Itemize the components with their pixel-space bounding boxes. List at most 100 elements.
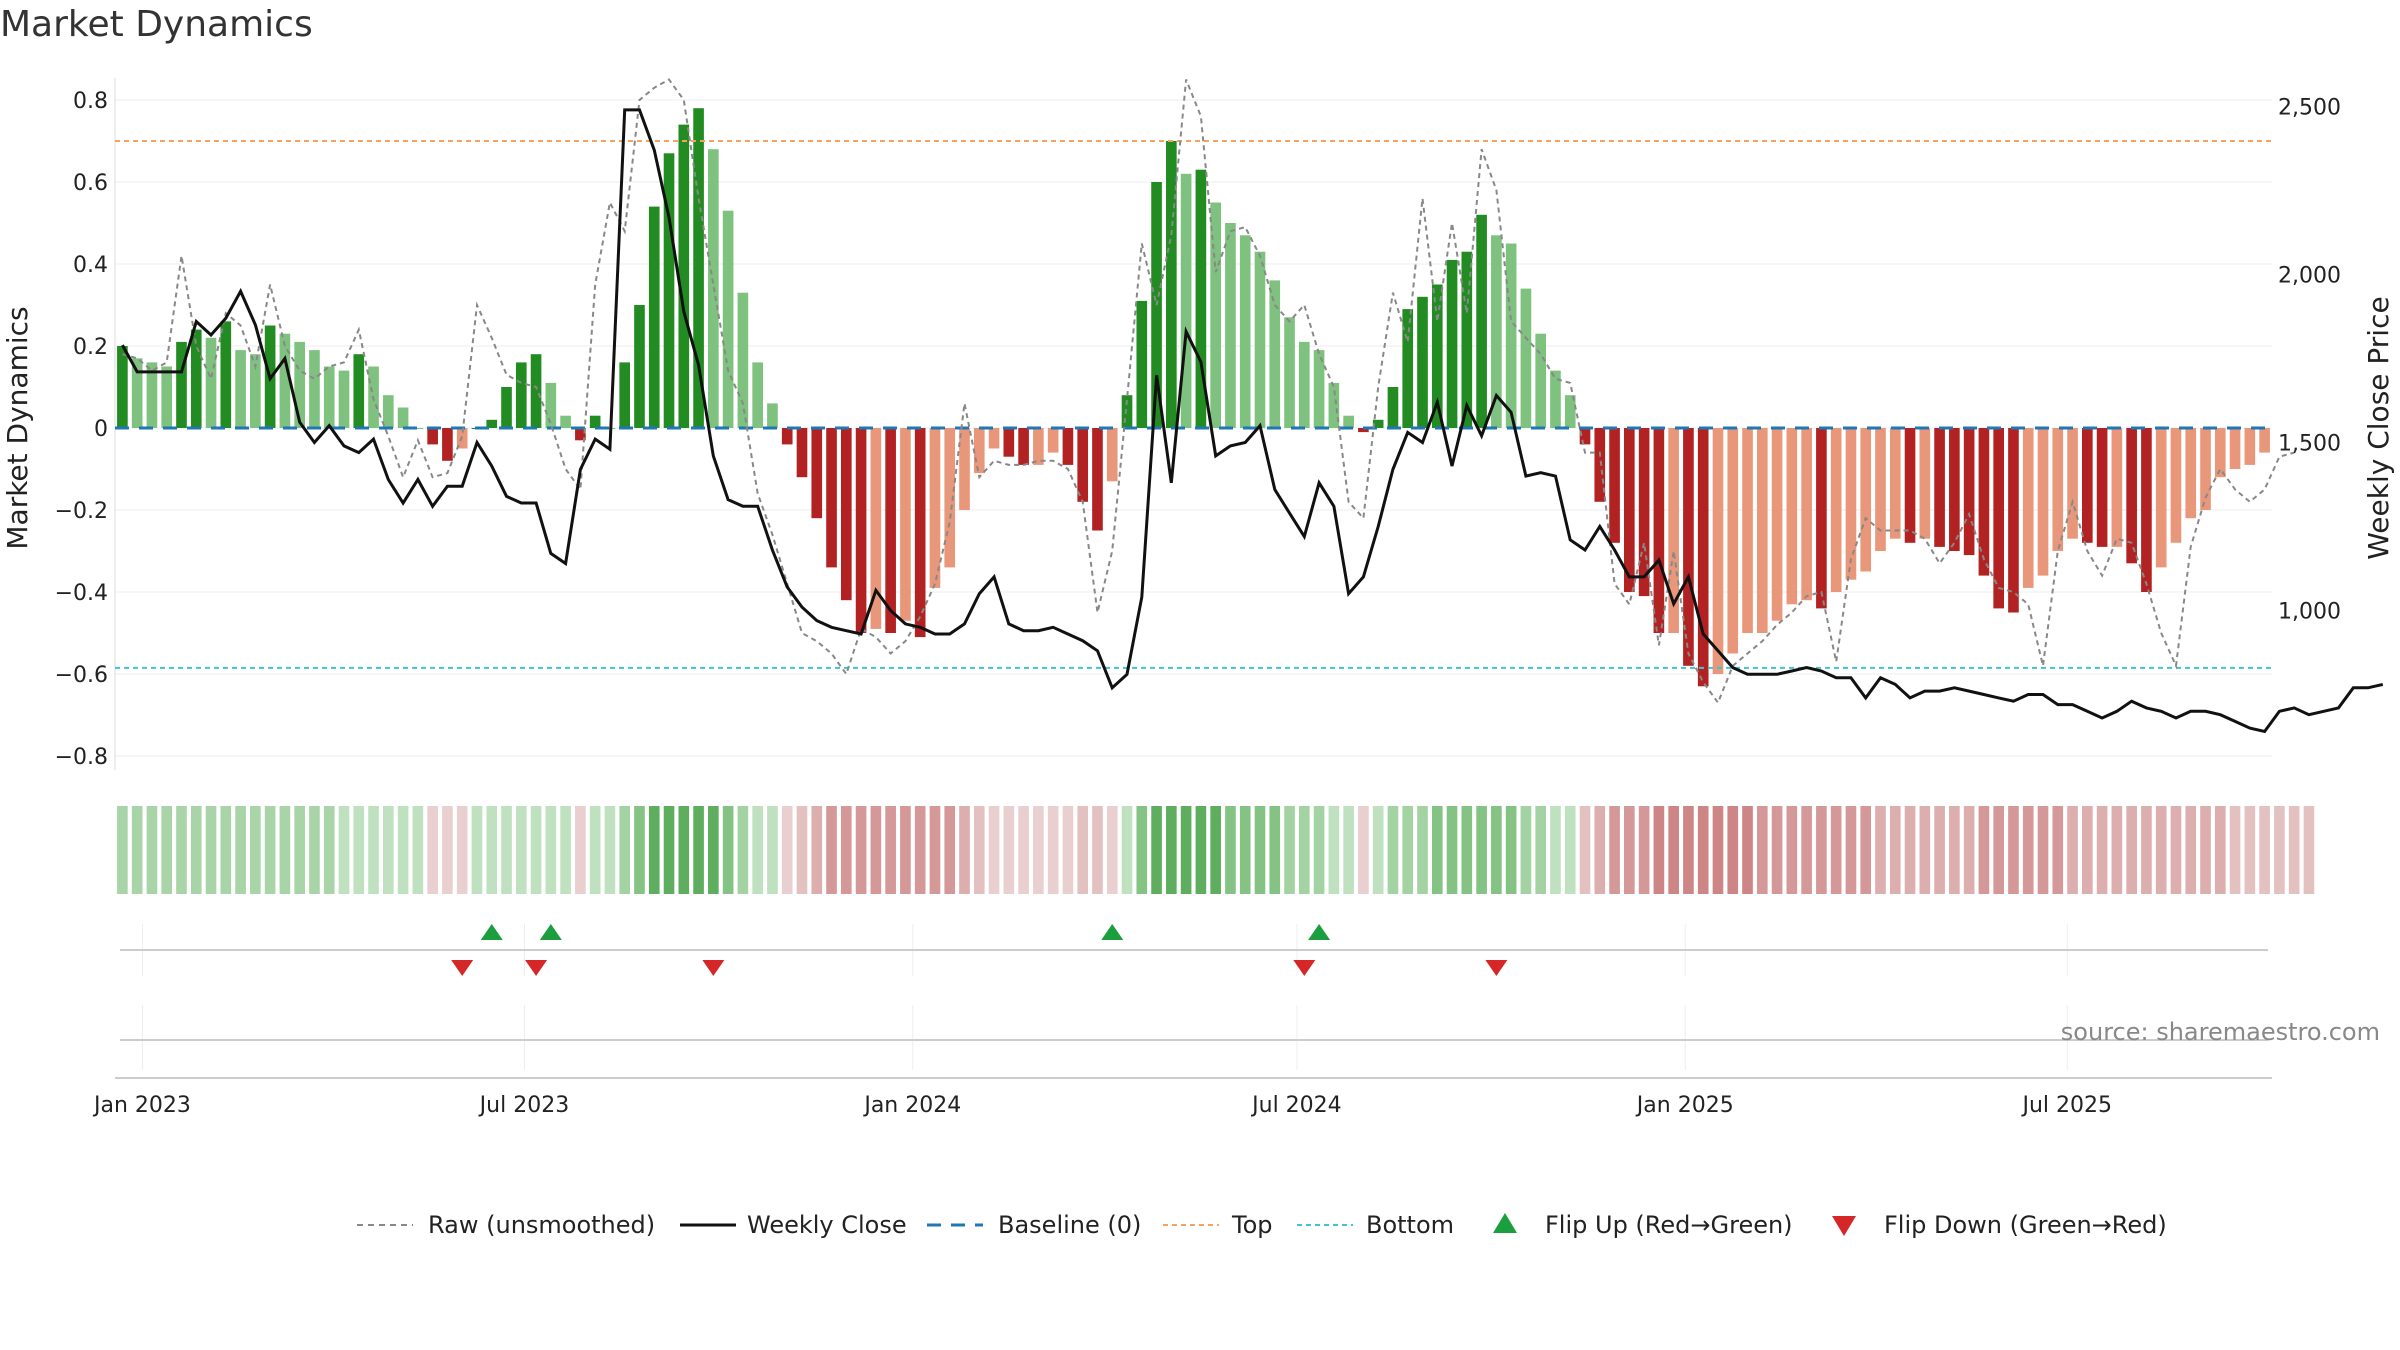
dynamics-bar: [1668, 428, 1679, 633]
flip-down-marker: [525, 960, 548, 976]
dynamics-bar: [530, 354, 542, 428]
strip-cell: [456, 806, 468, 894]
dynamics-bar: [1875, 428, 1886, 551]
strip-cell: [1003, 806, 1015, 894]
dynamics-bar: [397, 407, 409, 428]
strip-cell: [1210, 806, 1221, 894]
strip-cell: [1505, 806, 1517, 894]
dynamics-bar: [2022, 428, 2034, 588]
strip-cell: [693, 806, 704, 894]
dynamics-bar: [1225, 223, 1236, 428]
left-tick-label: −0.6: [55, 663, 108, 688]
left-tick-label: 0.4: [73, 253, 108, 278]
dynamics-bar: [1431, 284, 1443, 428]
dynamics-bar: [1564, 395, 1576, 428]
dynamics-bar: [1624, 428, 1635, 592]
legend-flip-up-icon: [1493, 1213, 1517, 1233]
flip-up-marker: [480, 924, 503, 940]
strip-cell: [560, 806, 571, 894]
strip-cell: [1786, 806, 1798, 894]
strip-cell: [368, 806, 379, 894]
dynamics-bar: [1904, 428, 1916, 543]
right-axis-label: Weekly Close Price: [2362, 296, 2395, 559]
strip-cell: [309, 806, 320, 894]
dynamics-bar: [2126, 428, 2137, 564]
dynamics-bar: [1106, 428, 1118, 482]
dynamics-bar: [2170, 428, 2182, 543]
strip-cell: [2214, 806, 2226, 894]
strip-cell: [190, 806, 202, 894]
dynamics-bar: [648, 206, 660, 428]
strip-cell: [545, 806, 557, 894]
dynamics-bar: [117, 346, 128, 428]
strip-cell: [1476, 806, 1487, 894]
strip-cell: [279, 806, 291, 894]
dynamics-bar: [2067, 428, 2078, 539]
strip-cell: [1801, 806, 1812, 894]
strip-cell: [1963, 806, 1975, 894]
dynamics-bar: [1195, 169, 1207, 428]
strip-cell: [2008, 806, 2019, 894]
legend: Raw (unsmoothed) Weekly Close Baseline (…: [357, 1211, 2167, 1239]
dynamics-bar: [442, 428, 453, 461]
strip-cell: [1904, 806, 1916, 894]
strip-cell: [1978, 806, 1990, 894]
dynamics-bar: [1018, 428, 1029, 465]
strip-cell: [1830, 806, 1842, 894]
dynamics-bar: [693, 108, 704, 428]
strip-cell: [486, 806, 498, 894]
strip-cell: [161, 806, 173, 894]
flip-down-marker: [1293, 960, 1316, 976]
strip-cell: [708, 806, 719, 894]
legend-raw-label: Raw (unsmoothed): [428, 1211, 655, 1239]
strip-cell: [264, 806, 276, 894]
dynamics-bar: [1180, 173, 1192, 428]
x-tick-label: Jul 2023: [478, 1093, 570, 1118]
dynamics-bar: [1845, 428, 1857, 580]
strip-cell: [2096, 806, 2108, 894]
strip-cell: [1284, 806, 1295, 894]
strip-cell: [1727, 806, 1739, 894]
x-tick-label: Jan 2024: [862, 1093, 961, 1118]
strip-cell: [1402, 806, 1414, 894]
x-tick-label: Jan 2023: [92, 1093, 191, 1118]
strip-cell: [1624, 806, 1635, 894]
dynamics-bar: [2037, 428, 2049, 576]
dynamics-bar: [2200, 428, 2211, 510]
dynamics-bar: [382, 395, 394, 428]
flip-up-marker: [1101, 924, 1124, 940]
strip-cell: [2303, 806, 2315, 894]
dynamics-bar: [1934, 428, 1945, 547]
legend-top-label: Top: [1231, 1211, 1273, 1239]
dynamics-bar: [2259, 428, 2270, 453]
dynamics-bar: [131, 358, 143, 428]
dynamics-bar: [1727, 428, 1739, 654]
strip-cell: [131, 806, 143, 894]
dynamics-bar: [1786, 428, 1798, 605]
left-tick-label: 0: [94, 417, 108, 442]
dynamics-bar: [811, 428, 823, 519]
source-label: source: sharemaestro.com: [2061, 1018, 2380, 1046]
dynamics-bar: [1830, 428, 1842, 592]
strip-cell: [235, 806, 246, 894]
strip-cell: [648, 806, 660, 894]
strip-cell: [1106, 806, 1118, 894]
strip-cell: [220, 806, 232, 894]
strip-cell: [2067, 806, 2078, 894]
strip-cell: [412, 806, 424, 894]
strip-cell: [1934, 806, 1945, 894]
dynamics-bar: [1889, 428, 1901, 539]
strip-cell: [2126, 806, 2137, 894]
dynamics-bar: [1697, 428, 1709, 687]
dynamics-bar: [1949, 428, 1960, 551]
strip-cell: [1254, 806, 1266, 894]
dynamics-bar: [323, 366, 335, 428]
dynamics-bar: [1313, 350, 1325, 428]
strip-cell: [1033, 806, 1044, 894]
dynamics-bar: [338, 370, 350, 428]
flip-up-marker: [1308, 924, 1331, 940]
dynamics-bar: [1978, 428, 1990, 576]
strip-cell: [663, 806, 675, 894]
dynamics-bar: [1535, 333, 1547, 428]
